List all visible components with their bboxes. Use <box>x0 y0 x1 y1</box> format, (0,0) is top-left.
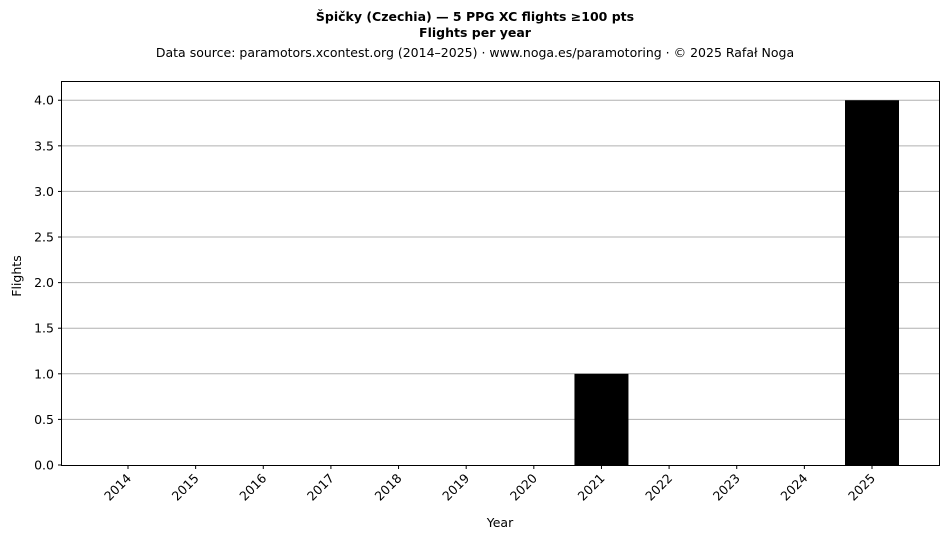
x-tick-label: 2023 <box>710 471 743 504</box>
y-tick-label: 4.0 <box>34 93 54 108</box>
y-tick-label: 2.5 <box>34 230 54 245</box>
y-axis-label: Flights <box>9 255 24 296</box>
x-tick-label: 2020 <box>507 470 540 503</box>
x-tick-label: 2018 <box>372 470 405 503</box>
y-tick-label: 3.0 <box>34 184 54 199</box>
x-tick-label: 2022 <box>642 471 675 504</box>
x-tick-label: 2024 <box>777 470 810 503</box>
chart-subtitle: Flights per year <box>419 25 531 40</box>
y-tick-label: 3.5 <box>34 138 54 153</box>
bar-2021 <box>574 373 629 465</box>
y-axis: 0.0 0.5 1.0 1.5 2.0 2.5 3.0 3.5 4.0 <box>34 93 62 473</box>
x-tick-label: 2017 <box>304 471 337 504</box>
chart-source-note: Data source: paramotors.xcontest.org (20… <box>155 45 795 60</box>
x-tick-label: 2016 <box>236 470 269 503</box>
y-tick-label: 2.0 <box>34 275 54 290</box>
x-axis: 2014 2015 2016 2017 2018 2019 2020 2021 2022 2023… <box>101 465 878 504</box>
x-tick-label: 2021 <box>574 471 607 504</box>
x-tick-label: 2025 <box>845 471 878 504</box>
x-tick-label: 2019 <box>439 470 472 503</box>
y-tick-label: 1.0 <box>34 366 54 381</box>
plot-frame <box>61 81 940 466</box>
chart-title: Špičky (Czechia) — 5 PPG XC flights ≥100… <box>315 9 635 24</box>
x-axis-label: Year <box>486 515 514 530</box>
grid-lines <box>62 99 939 420</box>
x-tick-label: 2014 <box>101 470 134 503</box>
bar-2025 <box>845 100 899 465</box>
y-tick-label: 0.0 <box>34 458 54 473</box>
chart-title-block: Špičky (Czechia) — 5 PPG XC flights ≥100… <box>0 9 950 62</box>
y-tick-label: 1.5 <box>34 321 54 336</box>
y-tick-label: 0.5 <box>34 412 54 427</box>
bars <box>574 100 899 465</box>
x-tick-label: 2015 <box>169 471 202 504</box>
